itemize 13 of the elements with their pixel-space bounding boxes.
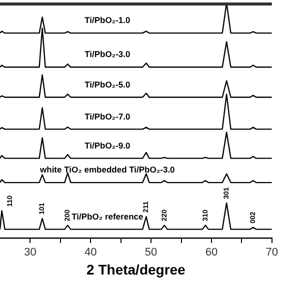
x-tick-label: 30 (24, 246, 36, 259)
series-label: Ti/PbO₂ reference (72, 211, 144, 222)
series-label: white TiO₂ embedded Ti/PbO₂-3.0 (39, 164, 176, 175)
series-label: Ti/PbO₂-9.0 (84, 140, 130, 150)
x-tick-label: 50 (144, 246, 158, 259)
series-label: Ti/PbO₂-3.0 (84, 49, 130, 60)
series-label: Ti/PbO₂-5.0 (84, 79, 130, 90)
x-tick-label: 40 (84, 246, 97, 259)
x-axis-title: 2 Theta/degree (86, 261, 186, 278)
x-tick-label: 70 (266, 246, 278, 259)
series-label: Ti/PbO₂-7.0 (84, 111, 130, 122)
series-label: Ti/PbO₂-1.0 (84, 15, 130, 26)
x-tick-label: 60 (205, 246, 218, 259)
